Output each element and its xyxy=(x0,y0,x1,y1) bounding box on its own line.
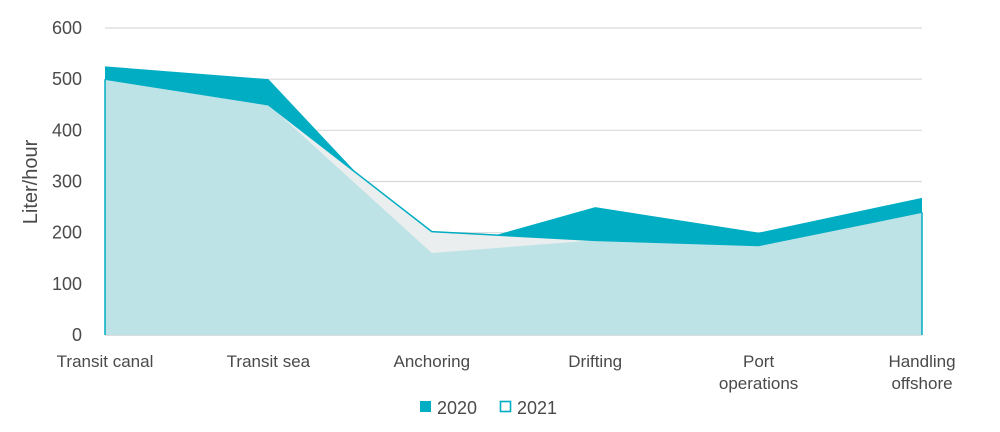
x-tick-labels: Transit canal Transit sea Anchoring Driftin… xyxy=(57,352,956,393)
y-tick-labels: 0 100 200 300 400 500 600 xyxy=(52,18,82,345)
y-axis-label: Liter/hour xyxy=(20,139,42,224)
y-tick-label: 500 xyxy=(52,69,82,89)
legend-swatch-2021 xyxy=(499,400,512,413)
series-areas xyxy=(104,66,923,336)
x-tick-label: Transit canal xyxy=(57,352,154,371)
x-tick-label: Handling offshore xyxy=(888,352,955,393)
legend-label-2021: 2021 xyxy=(517,398,557,418)
legend: 2020 2021 xyxy=(420,398,557,418)
legend-label-2020: 2020 xyxy=(437,398,477,418)
y-tick-label: 0 xyxy=(72,325,82,345)
y-tick-label: 600 xyxy=(52,18,82,38)
y-tick-label: 200 xyxy=(52,223,82,243)
x-tick-label: Transit sea xyxy=(227,352,311,371)
x-tick-label: Drifting xyxy=(568,352,622,371)
series-2021-area-overlap xyxy=(268,104,596,335)
y-tick-label: 400 xyxy=(52,120,82,140)
y-tick-label: 100 xyxy=(52,274,82,294)
series-2021-line xyxy=(104,78,923,247)
x-tick-label: Port operations xyxy=(719,352,798,393)
x-tick-label: Anchoring xyxy=(394,352,471,371)
legend-swatch-2020 xyxy=(420,401,431,412)
y-tick-label: 300 xyxy=(52,172,82,192)
